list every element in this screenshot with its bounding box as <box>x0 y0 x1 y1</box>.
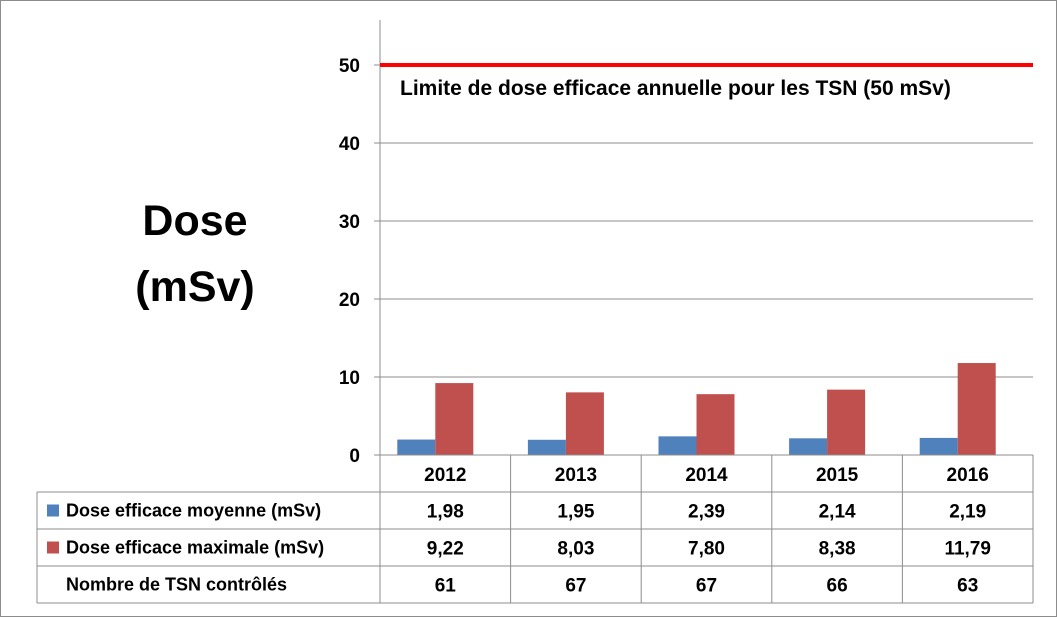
table-cell-1-2016: 11,79 <box>944 539 991 560</box>
table-cell-1-2014: 7,80 <box>688 539 725 560</box>
table-cell-0-2016: 2,19 <box>949 502 986 523</box>
table-cell-1-2013: 8,03 <box>557 539 594 560</box>
table-cell-0-2015: 2,14 <box>819 502 856 523</box>
y-tick-label-50: 50 <box>339 56 360 77</box>
table-cell-2-2016: 63 <box>957 576 978 597</box>
table-cell-0-2013: 1,95 <box>557 502 594 523</box>
y-axis-title: Dose (mSv) <box>100 188 290 320</box>
bar-moyenne-2016 <box>919 437 958 455</box>
x-tick-label-2014: 2014 <box>685 465 728 486</box>
bar-moyenne-2012 <box>397 439 436 455</box>
legend-swatch-1 <box>47 541 59 554</box>
bar-maximale-2013 <box>565 392 604 455</box>
table-row-label-1: Dose efficace maximale (mSv) <box>66 538 324 558</box>
legend-swatch-0 <box>47 504 59 517</box>
table-cell-1-2012: 9,22 <box>427 539 464 560</box>
bar-moyenne-2013 <box>527 439 566 455</box>
table-cell-2-2015: 66 <box>827 576 848 597</box>
y-tick-label-10: 10 <box>339 368 360 389</box>
x-tick-label-2013: 2013 <box>555 465 597 486</box>
dose-limit-label: Limite de dose efficace annuelle pour le… <box>400 77 951 100</box>
table-cell-2-2012: 61 <box>435 576 457 597</box>
table-cell-0-2014: 2,39 <box>688 502 725 523</box>
y-tick-label-0: 0 <box>349 446 360 467</box>
y-tick-label-30: 30 <box>339 212 360 233</box>
bar-moyenne-2015 <box>789 438 828 455</box>
x-tick-label-2016: 2016 <box>947 465 989 486</box>
table-cell-0-2012: 1,98 <box>427 502 464 523</box>
bar-maximale-2016 <box>957 363 996 455</box>
y-tick-label-20: 20 <box>339 290 360 311</box>
bar-moyenne-2014 <box>658 436 697 455</box>
x-tick-label-2015: 2015 <box>816 465 859 486</box>
table-cell-2-2014: 67 <box>696 576 717 597</box>
y-tick-label-40: 40 <box>339 134 360 155</box>
y-axis-title-line-1: Dose <box>142 197 248 245</box>
bar-maximale-2012 <box>435 383 474 455</box>
table-row-label-0: Dose efficace moyenne (mSv) <box>66 501 321 521</box>
bar-maximale-2014 <box>696 394 735 455</box>
table-cell-1-2015: 8,38 <box>819 539 856 560</box>
table-cell-2-2013: 67 <box>565 576 586 597</box>
y-axis-title-line-2: (mSv) <box>135 263 255 311</box>
x-tick-label-2012: 2012 <box>424 465 466 486</box>
table-row-label-2: Nombre de TSN contrôlés <box>66 575 287 595</box>
bar-maximale-2015 <box>827 389 866 455</box>
